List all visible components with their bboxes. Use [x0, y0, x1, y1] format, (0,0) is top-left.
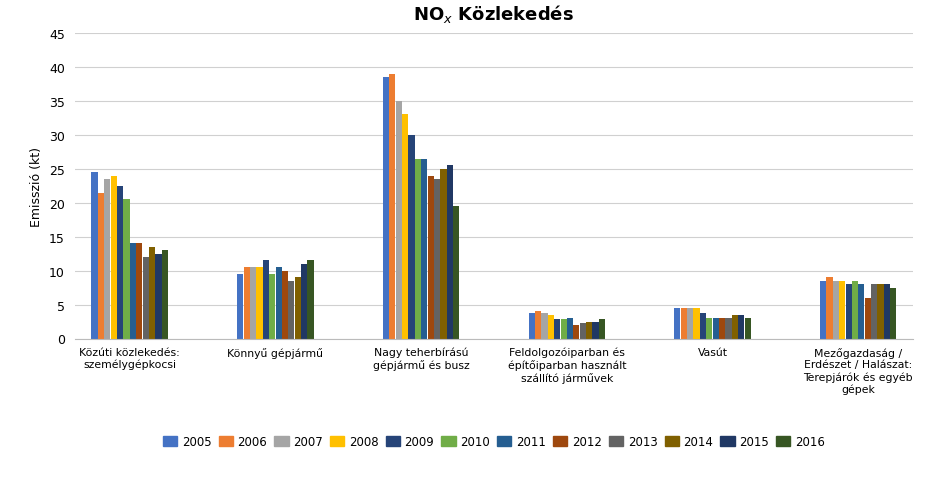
Bar — [573, 325, 580, 339]
Bar — [143, 257, 149, 339]
Bar — [528, 313, 535, 339]
Legend: 2005, 2006, 2007, 2008, 2009, 2010, 2011, 2012, 2013, 2014, 2015, 2016: 2005, 2006, 2007, 2008, 2009, 2010, 2011… — [158, 430, 829, 453]
Bar — [560, 320, 567, 339]
Bar — [567, 318, 573, 339]
Bar — [745, 318, 751, 339]
Bar — [593, 322, 598, 339]
Bar — [383, 78, 389, 339]
Bar — [541, 313, 547, 339]
Bar — [111, 176, 116, 339]
Bar — [827, 278, 832, 339]
Bar — [713, 318, 719, 339]
Y-axis label: Emisszió (kt): Emisszió (kt) — [31, 147, 44, 226]
Bar — [865, 298, 870, 339]
Bar — [301, 264, 308, 339]
Bar — [408, 136, 415, 339]
Bar — [136, 244, 143, 339]
Bar — [548, 315, 554, 339]
Bar — [441, 169, 446, 339]
Bar — [674, 308, 680, 339]
Bar — [878, 285, 884, 339]
Bar — [820, 281, 826, 339]
Bar — [421, 159, 428, 339]
Bar — [580, 323, 586, 339]
Bar — [446, 166, 453, 339]
Bar — [263, 261, 269, 339]
Bar — [281, 271, 288, 339]
Bar — [402, 115, 408, 339]
Bar — [852, 281, 858, 339]
Bar — [680, 308, 687, 339]
Bar — [428, 176, 433, 339]
Bar — [130, 244, 136, 339]
Bar — [555, 320, 560, 339]
Bar — [250, 268, 256, 339]
Bar — [586, 322, 592, 339]
Bar — [149, 247, 155, 339]
Bar — [599, 320, 605, 339]
Bar — [288, 281, 295, 339]
Bar — [98, 193, 104, 339]
Bar — [237, 274, 243, 339]
Bar — [884, 285, 890, 339]
Bar — [415, 159, 421, 339]
Bar — [706, 318, 712, 339]
Bar — [269, 274, 275, 339]
Bar — [396, 102, 402, 339]
Bar — [453, 207, 459, 339]
Bar — [117, 186, 123, 339]
Bar — [839, 281, 845, 339]
Bar — [243, 268, 250, 339]
Bar — [693, 308, 700, 339]
Bar — [123, 200, 130, 339]
Bar — [104, 180, 110, 339]
Bar — [845, 285, 852, 339]
Bar — [719, 318, 725, 339]
Bar — [700, 313, 706, 339]
Title: NO$_x$ Közlekedés: NO$_x$ Közlekedés — [414, 3, 574, 25]
Bar — [535, 312, 541, 339]
Bar — [725, 318, 732, 339]
Bar — [91, 173, 98, 339]
Bar — [732, 315, 738, 339]
Bar — [256, 268, 263, 339]
Bar — [890, 288, 897, 339]
Bar — [162, 251, 168, 339]
Bar — [156, 254, 161, 339]
Bar — [858, 285, 865, 339]
Bar — [738, 315, 745, 339]
Bar — [687, 308, 693, 339]
Bar — [833, 281, 839, 339]
Bar — [295, 278, 301, 339]
Bar — [308, 261, 314, 339]
Bar — [434, 180, 440, 339]
Bar — [390, 75, 395, 339]
Bar — [871, 285, 877, 339]
Bar — [276, 268, 281, 339]
